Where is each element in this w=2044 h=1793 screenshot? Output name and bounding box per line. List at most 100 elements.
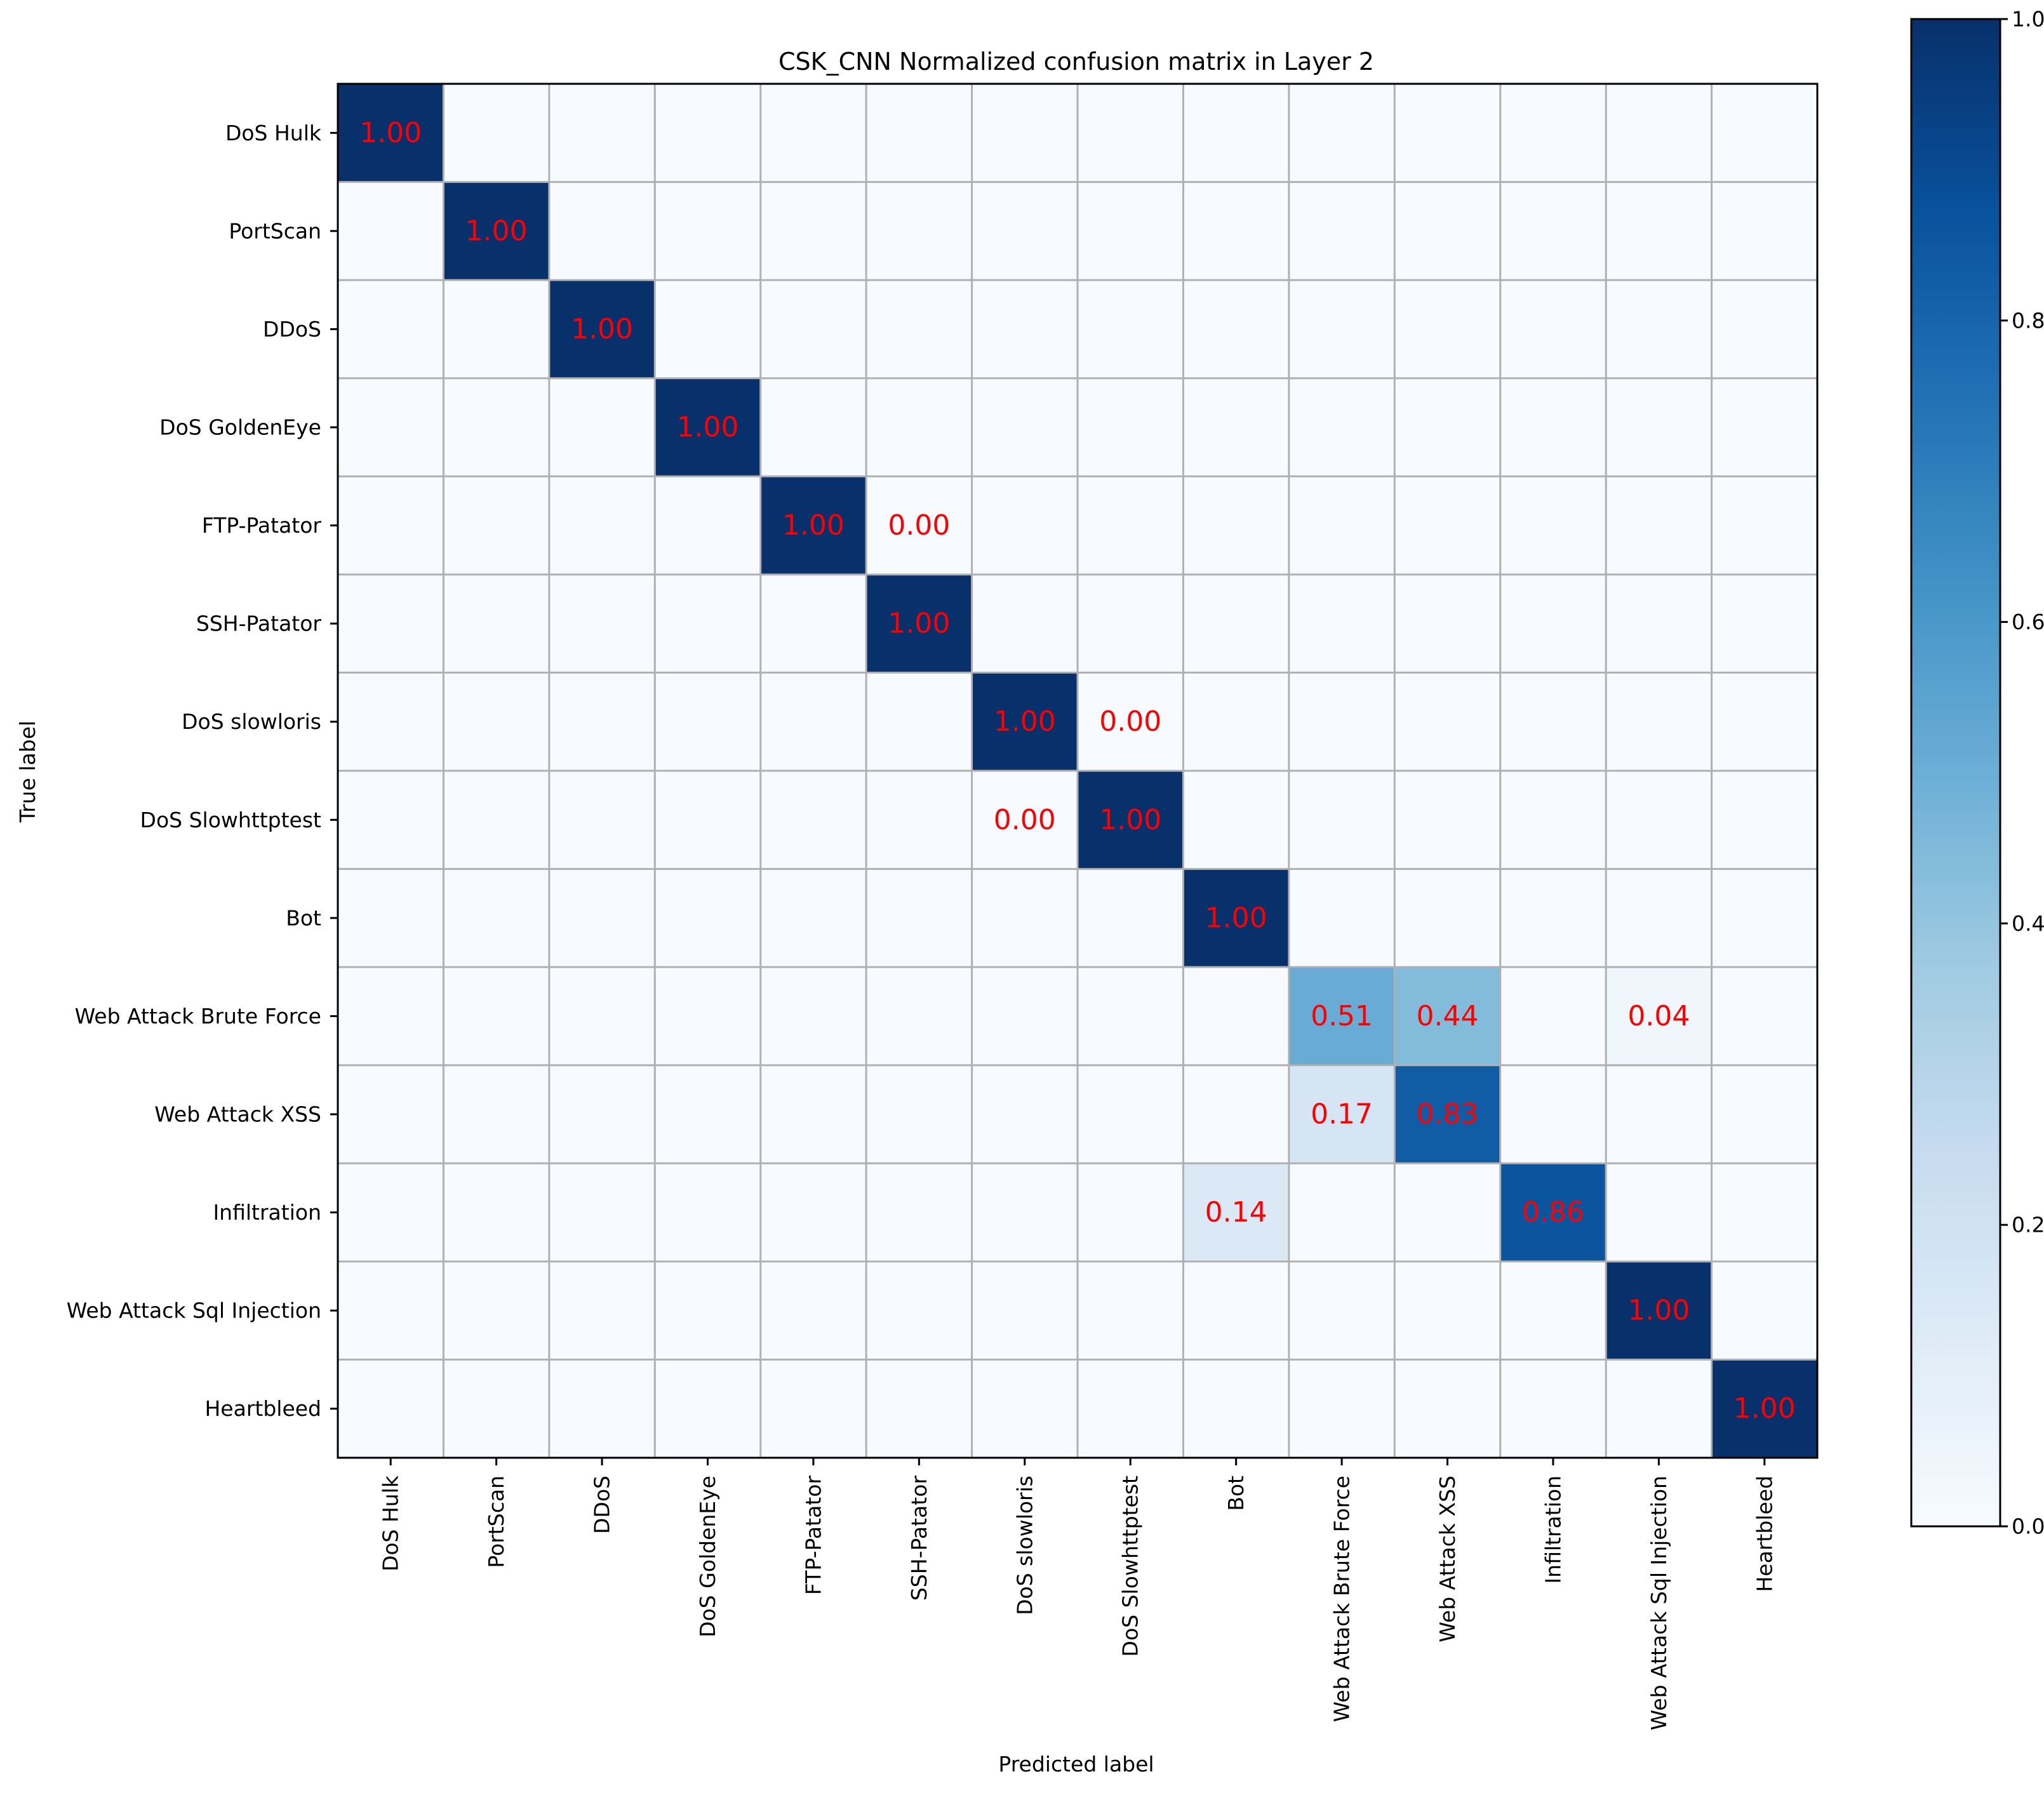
- heatmap-cell: [338, 84, 444, 183]
- cell-value-label: 1.00: [994, 705, 1056, 738]
- heatmap-cell: [1711, 1065, 1818, 1164]
- cell-value-label: 1.00: [1099, 804, 1161, 836]
- heatmap-cell: [1500, 378, 1606, 477]
- colorbar-gradient: [1910, 18, 2001, 1528]
- heatmap-cell: [1078, 476, 1184, 575]
- x-tick-label: SSH-Patator: [907, 1476, 932, 1601]
- heatmap-cell: [1711, 1261, 1818, 1360]
- heatmap-cell: [1288, 1359, 1395, 1458]
- heatmap-cell: [549, 182, 655, 281]
- heatmap-cell: [1500, 1359, 1606, 1458]
- heatmap-cell: [443, 280, 550, 379]
- heatmap-cell: [1394, 84, 1501, 183]
- y-tick-label: FTP-Patator: [202, 513, 322, 538]
- heatmap-cell: [760, 771, 867, 870]
- heatmap-cell: [1711, 1359, 1818, 1458]
- heatmap-cell: [338, 1163, 444, 1262]
- heatmap-cell: [1288, 869, 1395, 968]
- y-tick-label: PortScan: [229, 218, 321, 243]
- heatmap-cell: [1078, 1261, 1184, 1360]
- heatmap-cell: [972, 476, 1078, 575]
- heatmap-cell: [1711, 869, 1818, 968]
- heatmap-cell: [338, 574, 444, 673]
- heatmap-cell: [549, 574, 655, 673]
- y-tick-label: DoS GoldenEye: [159, 415, 321, 440]
- cell-value-label: 0.00: [1099, 705, 1161, 738]
- heatmap-cell: [1394, 771, 1501, 870]
- heatmap-cell: [1606, 1261, 1713, 1360]
- heatmap-cell: [549, 84, 655, 183]
- cell-value-label: 1.00: [677, 411, 739, 444]
- heatmap-cell: [1394, 869, 1501, 968]
- heatmap-cell: [1288, 280, 1395, 379]
- heatmap-cell: [760, 280, 867, 379]
- heatmap-cell: [972, 967, 1078, 1066]
- colorbar-tick-label: 0.6: [2012, 610, 2044, 634]
- y-tick-label: Web Attack XSS: [154, 1102, 321, 1127]
- heatmap-cell: [1500, 771, 1606, 870]
- heatmap-cell: [443, 672, 550, 771]
- heatmap-cell: [866, 1359, 973, 1458]
- heatmap-cell: [760, 574, 867, 673]
- heatmap-cell: [760, 476, 867, 575]
- heatmap-cell: [655, 1359, 761, 1458]
- heatmap-cell: [760, 672, 867, 771]
- colorbar-tick-label: 0.8: [2012, 308, 2044, 333]
- heatmap-cell: [655, 1261, 761, 1360]
- heatmap-cell: [972, 869, 1078, 968]
- heatmap-cell: [760, 84, 867, 183]
- heatmap-cell: [655, 1065, 761, 1164]
- heatmap-cell: [1183, 476, 1290, 575]
- chart-title: CSK_CNN Normalized confusion matrix in L…: [778, 48, 1374, 76]
- heatmap-cell: [1183, 1163, 1290, 1262]
- heatmap-cell: [1183, 1065, 1290, 1164]
- heatmap-cell: [1288, 967, 1395, 1066]
- heatmap-cell: [1711, 84, 1818, 183]
- heatmap-cell: [972, 672, 1078, 771]
- heatmap-cell: [338, 771, 444, 870]
- heatmap-cell: [443, 378, 550, 477]
- heatmap-cell: [972, 378, 1078, 477]
- heatmap-cell: [338, 869, 444, 968]
- heatmap-cell: [1500, 1065, 1606, 1164]
- heatmap-cell: [1606, 1163, 1713, 1262]
- heatmap-cell: [338, 280, 444, 379]
- heatmap-cell: [1183, 672, 1290, 771]
- y-tick-label: SSH-Patator: [196, 611, 322, 636]
- heatmap-cell: [655, 1163, 761, 1262]
- heatmap-cell: [655, 280, 761, 379]
- heatmap-cell: [1394, 182, 1501, 281]
- heatmap-cell: [760, 378, 867, 477]
- cell-value-label: 1.00: [1627, 1295, 1690, 1327]
- heatmap-cell: [1500, 574, 1606, 673]
- heatmap-cell: [1183, 182, 1290, 281]
- x-tick-label: DoS GoldenEye: [695, 1476, 720, 1637]
- heatmap-cell: [655, 672, 761, 771]
- heatmap-cell: [1500, 1261, 1606, 1360]
- cell-value-label: 1.00: [465, 215, 528, 247]
- heatmap-cell: [1394, 1359, 1501, 1458]
- heatmap-cell: [338, 1065, 444, 1164]
- heatmap-cell: [1078, 84, 1184, 183]
- heatmap-cell: [549, 1065, 655, 1164]
- heatmap-cell: [655, 869, 761, 968]
- heatmap-cell: [1606, 771, 1713, 870]
- heatmap-cell: [1606, 182, 1713, 281]
- heatmap-cell: [1078, 967, 1184, 1066]
- heatmap-cell: [338, 1261, 444, 1360]
- colorbar-tick-label: 0.0: [2012, 1514, 2044, 1539]
- heatmap-cell: [1078, 771, 1184, 870]
- heatmap-cell: [1394, 1065, 1501, 1164]
- heatmap-cell: [1500, 182, 1606, 281]
- heatmap-cell: [972, 1163, 1078, 1262]
- x-tick-label: Web Attack XSS: [1435, 1476, 1460, 1643]
- heatmap-cell: [549, 1163, 655, 1262]
- heatmap-cell: [866, 182, 973, 281]
- heatmap-cell: [1606, 476, 1713, 575]
- heatmap-cell: [443, 1065, 550, 1164]
- x-tick-label: DoS Slowhttptest: [1118, 1476, 1143, 1657]
- y-tick-label: Infiltration: [213, 1200, 321, 1225]
- heatmap-cell: [972, 280, 1078, 379]
- heatmap-cell: [1711, 476, 1818, 575]
- heatmap-cell: [549, 967, 655, 1066]
